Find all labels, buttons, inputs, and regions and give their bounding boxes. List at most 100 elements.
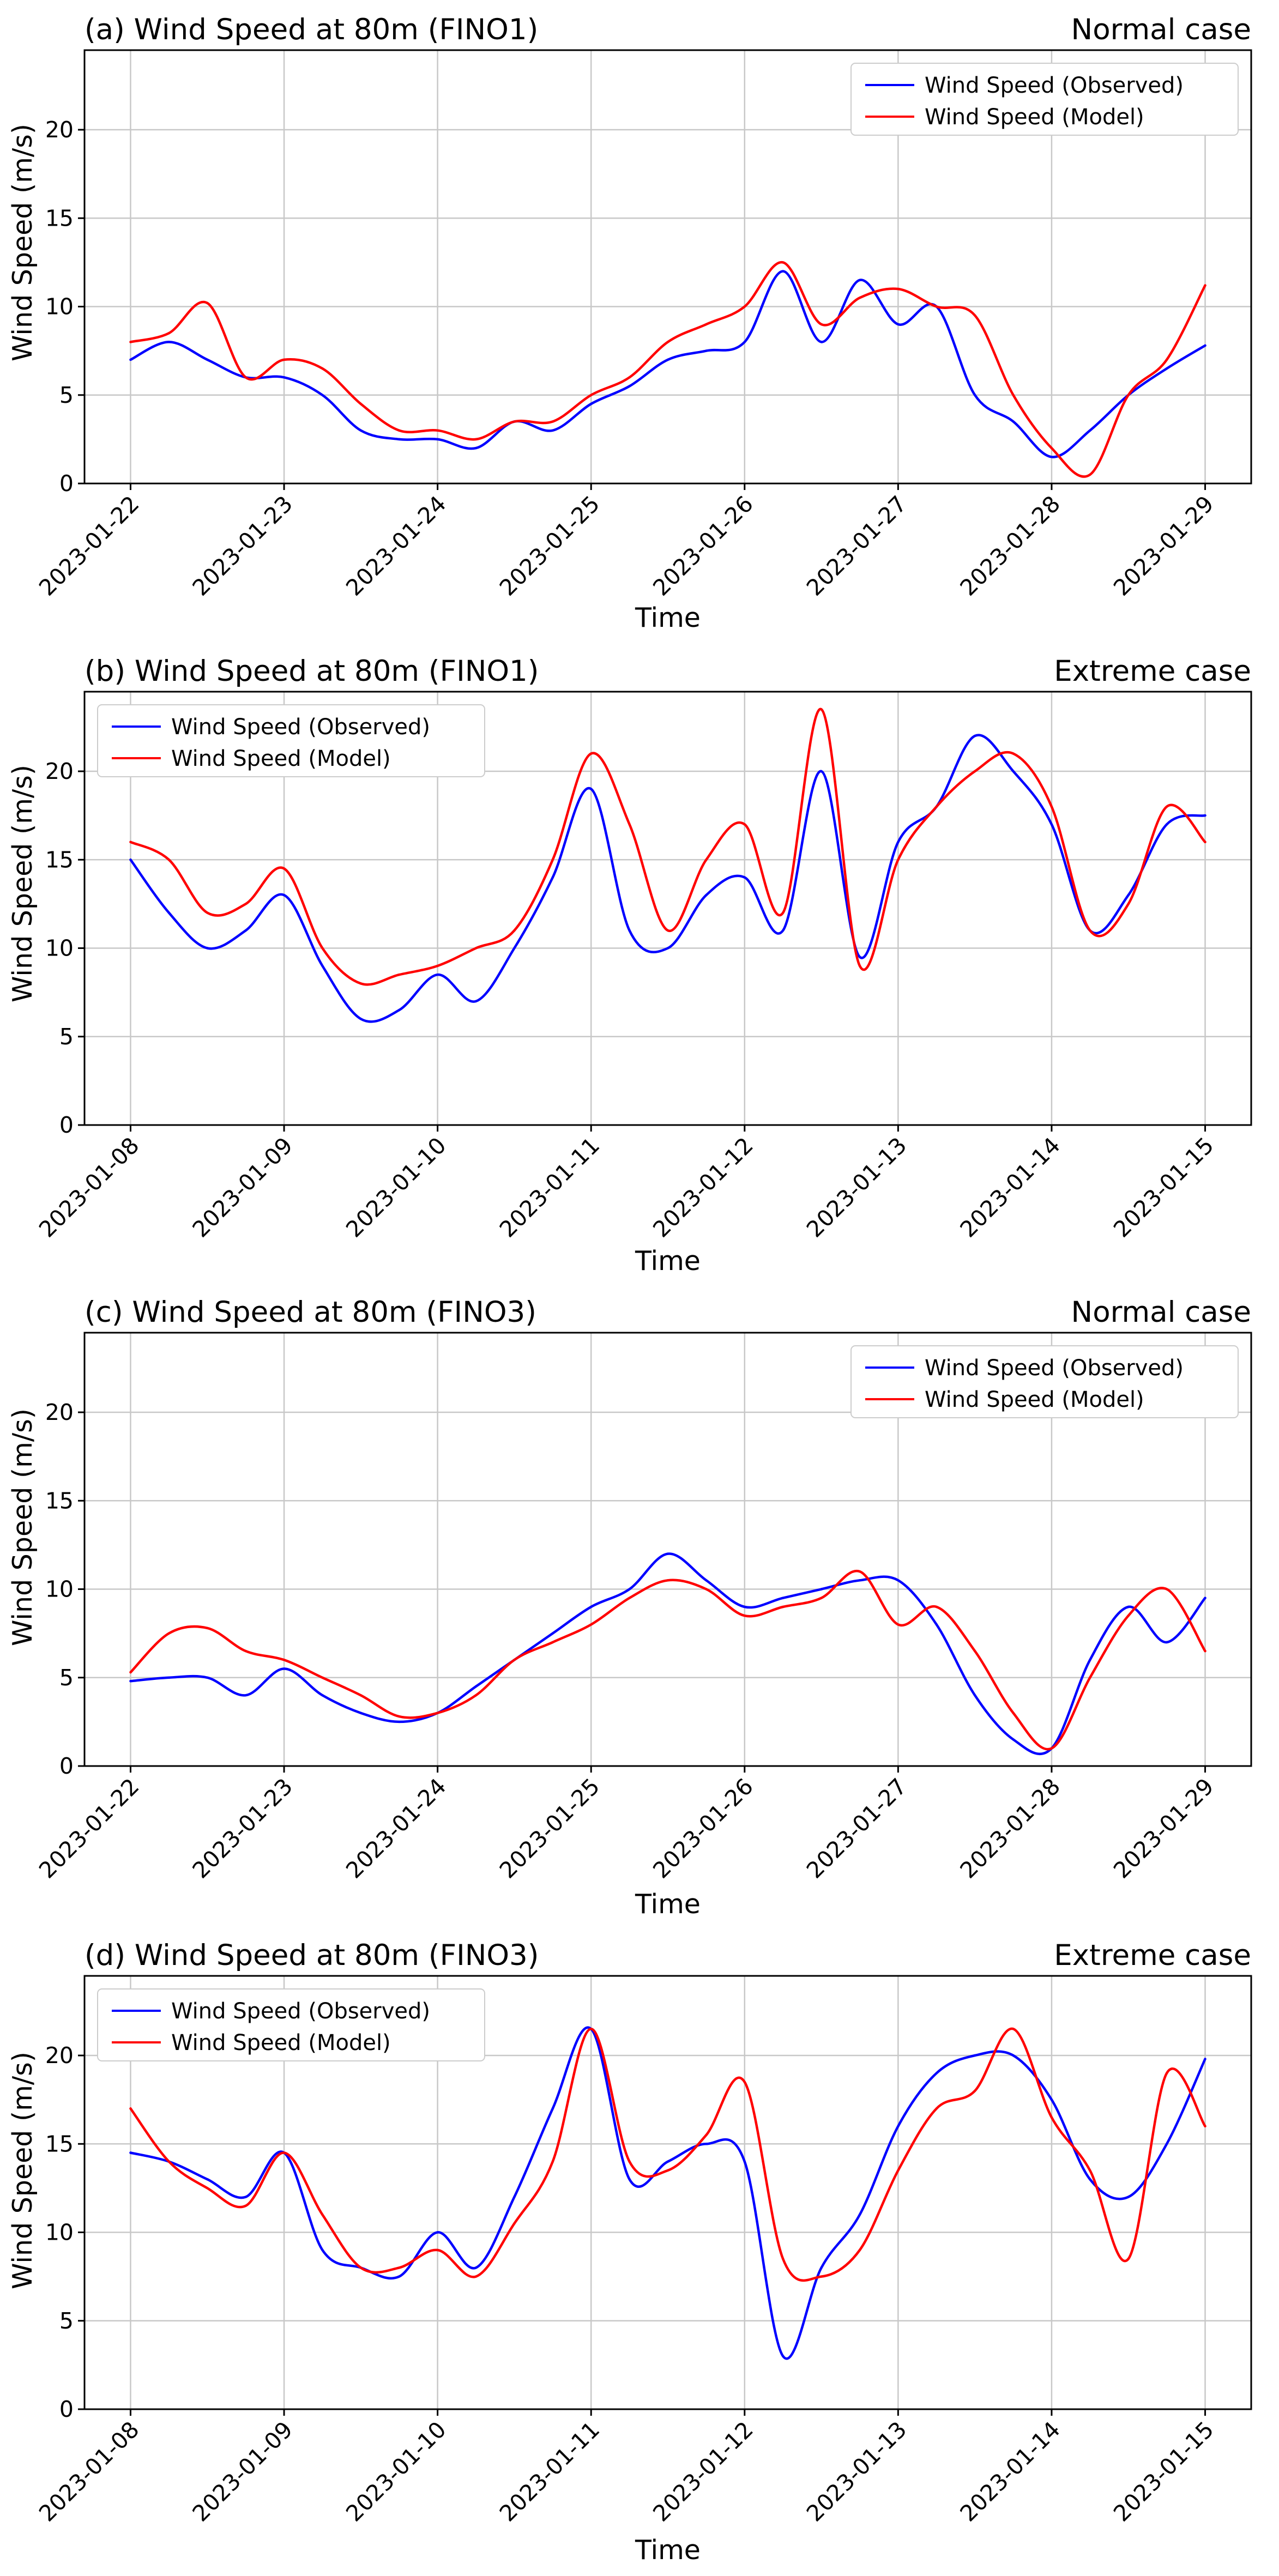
panel-a-observed-point-17 [782, 270, 785, 273]
panel-c-observed-point-28 [1204, 1597, 1206, 1599]
panel-b-model-point-26 [1127, 903, 1130, 905]
panel-a-observed-point-4 [282, 376, 286, 379]
panel-d-model-point-6 [359, 2266, 362, 2269]
panel-d-observed-point-18 [820, 2266, 823, 2269]
panel-d-model-point-18 [820, 2275, 823, 2278]
panel-d-model-point-25 [1089, 2169, 1091, 2172]
panel-b-model-point-6 [359, 982, 362, 985]
panel-b-observed-point-17 [782, 929, 785, 932]
panel-c-model-point-13 [628, 1597, 631, 1599]
panel-b-ytick-label-5: 5 [59, 1024, 74, 1050]
panel-c-observed-point-5 [321, 1694, 324, 1697]
panel-a-ytick-label-0: 0 [59, 470, 74, 497]
panel-a-legend-observed-label: Wind Speed (Observed) [925, 73, 1184, 98]
panel-d-observed-point-27 [1165, 2143, 1168, 2145]
panel-a-model-point-27 [1165, 358, 1168, 361]
panel-c-model-point-5 [321, 1676, 324, 1679]
panel-c-model-point-24 [1050, 1747, 1053, 1750]
panel-d-model-point-4 [282, 2151, 286, 2154]
panel-d-ytick-label-15: 15 [45, 2131, 74, 2157]
panel-b-model-point-12 [590, 752, 593, 755]
panel-c-model-point-25 [1089, 1676, 1091, 1679]
panel-a-plot-frame [83, 49, 1252, 485]
panel-a-observed-point-19 [858, 279, 861, 281]
panel-b-model-point-20 [897, 858, 900, 861]
panel-c-model-point-23 [1012, 1712, 1015, 1714]
panel-c-ytick-label-5: 5 [59, 1665, 74, 1691]
panel-c-ytick-label-15: 15 [45, 1487, 74, 1514]
panel-b-observed-point-24 [1050, 823, 1053, 826]
panel-b-legend-observed-label: Wind Speed (Observed) [171, 715, 430, 740]
panel-c-observed-point-1 [167, 1676, 171, 1679]
panel-b-model-point-18 [820, 708, 823, 711]
panel-a-model-point-20 [897, 287, 900, 291]
panel-a-case-label: Normal case [1071, 13, 1251, 46]
panel-c-model-point-21 [935, 1605, 938, 1609]
panel-d-legend-box [97, 1988, 485, 2061]
panel-d-legend-model-label: Wind Speed (Model) [171, 2030, 391, 2055]
panel-d-model-point-22 [974, 2089, 976, 2093]
panel-c-model-point-17 [782, 1605, 785, 1609]
panel-c-legend: Wind Speed (Observed) Wind Speed (Model) [850, 1345, 1239, 1418]
panel-d-observed-point-16 [743, 2160, 746, 2163]
panel-a-observed-point-28 [1204, 344, 1206, 347]
panel-d-model-point-21 [935, 2107, 938, 2110]
panel-a-observed-point-1 [167, 341, 171, 343]
panel-b-y-axis-label: Wind Speed (m/s) [7, 765, 38, 1002]
panel-a-observed-point-16 [743, 341, 746, 343]
panel-a-model-point-5 [321, 367, 324, 370]
panel-b-case-label: Extreme case [1054, 655, 1251, 688]
panel-b-model-point-23 [1012, 752, 1015, 755]
panel-b-model-point-5 [321, 947, 324, 950]
panel-d-ytick-label-20: 20 [45, 2042, 74, 2069]
panel-d-y-axis-label: Wind Speed (m/s) [7, 2052, 38, 2289]
panel-b-observed-point-12 [590, 788, 593, 790]
panel-c-observed-point-17 [782, 1597, 785, 1599]
panel-b-model-line [129, 708, 1206, 986]
panel-b-model-point-17 [782, 911, 785, 914]
panel-d-model-point-8 [436, 2248, 439, 2252]
panel-c-observed-point-26 [1127, 1605, 1130, 1609]
panel-a-observed-point-18 [820, 341, 823, 343]
panel-a-title: (a) Wind Speed at 80m (FINO1) [85, 13, 538, 46]
panel-c-model-point-7 [398, 1715, 401, 1718]
panel-c-model-point-20 [897, 1623, 900, 1626]
panel-c-model-point-27 [1165, 1588, 1168, 1591]
panel-b-model-point-22 [974, 770, 976, 773]
panel-b-observed-point-14 [666, 947, 669, 950]
panel-d-model-point-24 [1050, 2116, 1053, 2119]
panel-d-model-point-10 [513, 2222, 516, 2225]
panel-c-model-point-26 [1127, 1614, 1130, 1617]
panel-d-observed-point-2 [206, 2178, 209, 2181]
panel-c-legend-model-label: Wind Speed (Model) [925, 1387, 1144, 1412]
panel-b-model-point-0 [129, 840, 132, 844]
panel-c-ytick-label-10: 10 [45, 1576, 74, 1603]
panel-a-y-axis-label: Wind Speed (m/s) [7, 124, 38, 361]
panel-d-data-points [129, 2028, 1206, 2357]
panel-a-observed-point-5 [321, 394, 324, 396]
panel-a-model-point-2 [206, 301, 209, 305]
panel-c-model-point-16 [743, 1614, 746, 1617]
panel-a-model-point-22 [974, 314, 976, 317]
panel-a-model-point-23 [1012, 394, 1015, 396]
panel-a-model-point-24 [1050, 446, 1053, 450]
panel-c-observed-point-20 [897, 1579, 900, 1582]
panel-c-model-point-12 [590, 1623, 593, 1626]
panel-c-data-points [129, 1552, 1206, 1750]
panel-a-model-point-26 [1127, 394, 1130, 396]
panel-b-legend-box [97, 704, 485, 777]
panel-d-observed-point-25 [1089, 2178, 1091, 2181]
panel-b-observed-point-10 [513, 947, 516, 950]
panel-b-model-point-10 [513, 929, 516, 932]
panel-a-model-point-12 [590, 394, 593, 396]
panel-b-observed-line [129, 734, 1206, 1023]
panel-c-model-point-15 [705, 1588, 708, 1591]
panel-c-model-point-11 [551, 1641, 554, 1644]
panel-a-model-point-11 [551, 420, 554, 423]
panel-c-y-axis-label: Wind Speed (m/s) [7, 1408, 38, 1646]
panel-c-model-point-8 [436, 1712, 439, 1714]
panel-b-model-point-28 [1204, 840, 1206, 844]
panel-a-model-point-19 [858, 297, 861, 299]
panel-a-legend: Wind Speed (Observed) Wind Speed (Model) [850, 63, 1239, 136]
panel-d-model-point-27 [1165, 2072, 1168, 2075]
